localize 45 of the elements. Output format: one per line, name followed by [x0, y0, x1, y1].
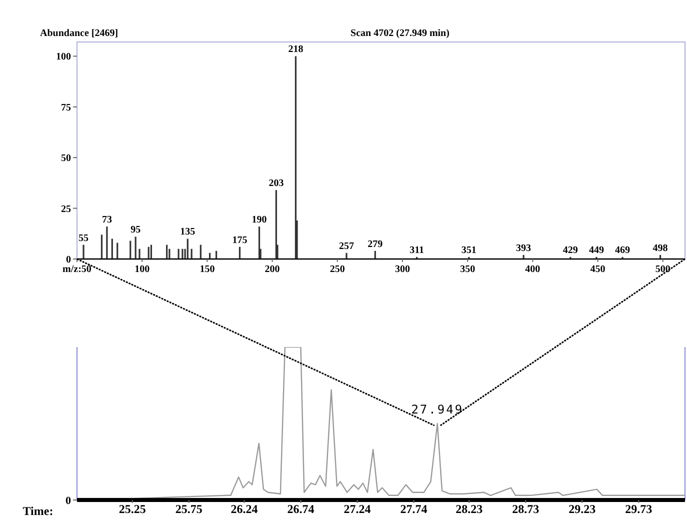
x-tick-label: 450 — [590, 264, 606, 275]
annotation: 190 — [252, 214, 267, 226]
annotation: 135 — [180, 226, 196, 238]
y-tick-label: 25 — [61, 204, 71, 215]
x-tick-label: 150 — [200, 264, 215, 275]
annotation: 351 — [461, 244, 476, 256]
x-tick-label: 28.23 — [456, 502, 483, 516]
x-tick-label: 26.74 — [287, 502, 314, 516]
annotation: 27.949 — [411, 402, 464, 416]
x-tick-label: 27.74 — [400, 502, 428, 516]
x-tick-label: 200 — [264, 264, 280, 275]
annotation: 218 — [288, 44, 304, 56]
x-tick-label: 27.24 — [344, 502, 371, 516]
x-tick-label: 350 — [460, 264, 476, 275]
x-tick-label: 300 — [394, 264, 410, 275]
annotation: 311 — [410, 244, 424, 256]
y-tick-label: 0 — [66, 254, 71, 266]
x-tick-label: 26.24 — [230, 502, 258, 516]
annotation: 95 — [130, 224, 141, 236]
x-tick-label: 29.23 — [568, 502, 596, 516]
annotation: 279 — [368, 238, 383, 250]
y-tick-label: 75 — [61, 102, 71, 114]
annotation: 73 — [102, 214, 112, 226]
x-axis-title: Time: — [22, 504, 54, 518]
annotation: 449 — [588, 244, 604, 256]
x-tick-label: m/z:50 — [62, 264, 92, 275]
annotation: 203 — [268, 178, 284, 190]
annotation: 429 — [562, 244, 578, 256]
y-tick-label: 50 — [61, 153, 71, 164]
x-tick-label: 29.73 — [625, 502, 652, 516]
x-tick-label: 250 — [330, 264, 345, 275]
annotation: 469 — [615, 244, 630, 256]
x-tick-label: 25.25 — [118, 502, 146, 516]
x-tick-label: 28.73 — [512, 502, 540, 516]
y-axis-title: Abundance [2469] — [40, 28, 118, 39]
x-tick-label: 25.75 — [175, 502, 202, 516]
annotation: 498 — [652, 242, 668, 254]
annotation: 55 — [78, 232, 89, 244]
x-tick-label: 100 — [134, 264, 150, 275]
chart-title: Scan 4702 (27.949 min) — [350, 28, 450, 39]
x-tick-label: 400 — [525, 264, 540, 275]
annotation: 257 — [339, 240, 354, 252]
y-tick-label: 100 — [56, 52, 71, 63]
annotation: 175 — [232, 234, 248, 246]
annotation: 393 — [516, 242, 532, 254]
